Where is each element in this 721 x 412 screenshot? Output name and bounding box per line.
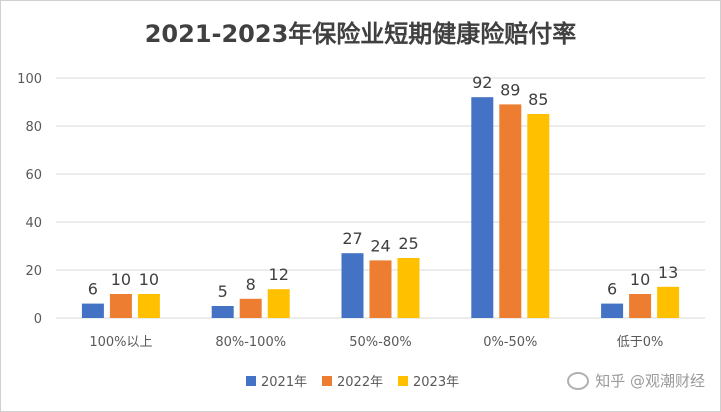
- bar: [601, 303, 624, 318]
- legend-swatch: [398, 376, 408, 386]
- bar: [527, 114, 550, 318]
- data-label: 24: [370, 236, 390, 255]
- bar: [137, 294, 160, 318]
- legend-swatch: [322, 376, 332, 386]
- x-tick-label: 低于0%: [617, 335, 664, 350]
- data-label: 27: [342, 229, 362, 248]
- bar: [109, 294, 132, 318]
- legend-label: 2022年: [337, 375, 383, 390]
- y-tick-label: 40: [25, 216, 42, 231]
- legend-label: 2023年: [413, 375, 459, 390]
- data-label: 6: [88, 280, 98, 299]
- wechat-logo-icon: [567, 371, 590, 390]
- data-label: 8: [246, 275, 256, 294]
- bar: [369, 260, 392, 318]
- data-label: 6: [607, 280, 617, 299]
- x-tick-label: 0%-50%: [483, 335, 537, 350]
- bar: [499, 104, 522, 319]
- y-tick-label: 0: [34, 312, 42, 327]
- y-tick-label: 60: [25, 168, 42, 183]
- y-tick-label: 80: [25, 120, 42, 135]
- bar: [471, 97, 494, 318]
- bar: [397, 258, 420, 318]
- data-label: 5: [218, 282, 228, 301]
- chart-title: 2021-2023年保险业短期健康险赔付率: [144, 20, 577, 48]
- watermark: 知乎 @观潮财经: [567, 370, 705, 391]
- data-label: 92: [472, 73, 492, 92]
- bar: [81, 303, 104, 318]
- x-tick-label: 100%以上: [89, 335, 152, 350]
- bar: [211, 306, 234, 318]
- legend-swatch: [246, 376, 256, 386]
- x-tick-label: 80%-100%: [215, 335, 286, 350]
- watermark-text: 知乎 @观潮财经: [595, 372, 705, 390]
- bar: [341, 253, 364, 318]
- data-label: 10: [111, 270, 131, 289]
- legend-label: 2021年: [261, 375, 307, 390]
- data-label: 10: [630, 270, 650, 289]
- data-label: 13: [658, 263, 678, 282]
- bar: [657, 286, 680, 318]
- data-label: 10: [139, 270, 159, 289]
- bar: [629, 294, 652, 318]
- y-tick-label: 20: [25, 264, 42, 279]
- y-tick-label: 100: [17, 72, 42, 87]
- bar: [239, 298, 262, 318]
- data-label: 89: [500, 80, 520, 99]
- data-label: 85: [528, 90, 548, 109]
- data-label: 12: [269, 265, 289, 284]
- bar: [267, 289, 290, 318]
- data-label: 25: [398, 234, 418, 253]
- x-tick-label: 50%-80%: [349, 335, 411, 350]
